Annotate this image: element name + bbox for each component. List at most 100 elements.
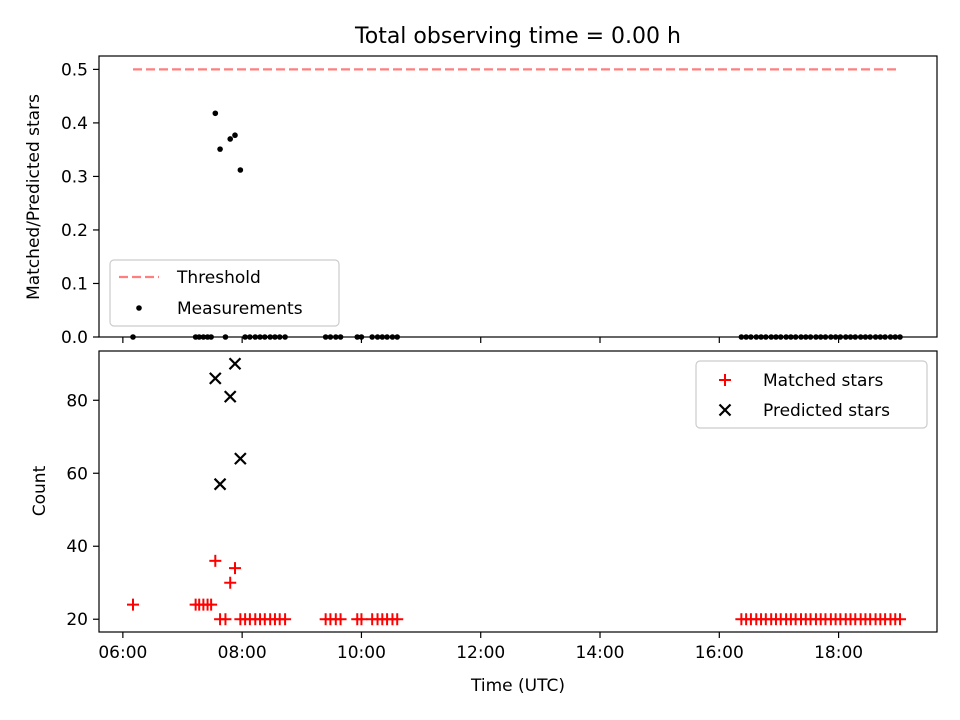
matched-star-marker — [219, 613, 232, 626]
matched-star-marker — [334, 613, 347, 626]
measurement-point — [748, 334, 754, 340]
x-tick-label: 08:00 — [218, 643, 267, 663]
measurement-point — [262, 334, 268, 340]
y-tick-label: 0.3 — [61, 167, 88, 187]
measurement-point — [887, 334, 894, 340]
legend-matched-label: Matched stars — [763, 371, 883, 391]
measurement-point — [337, 334, 344, 340]
x-tick-label: 18:00 — [814, 643, 863, 663]
measurement-point — [842, 334, 849, 340]
measurement-point — [783, 334, 789, 340]
measurement-point — [877, 334, 884, 340]
measurement-point — [217, 146, 223, 152]
measurement-point — [867, 334, 873, 340]
measurement-point — [237, 167, 244, 173]
measurement-point — [222, 334, 229, 340]
chart-title: Total observing time = 0.00 h — [354, 24, 681, 49]
measurement-point — [384, 334, 390, 340]
axes-frame — [98, 55, 938, 338]
y-tick-label: 20 — [66, 610, 88, 630]
y-tick-label: 0.0 — [61, 328, 88, 348]
bottom-legend: Matched stars Predicted stars — [695, 360, 928, 429]
measurement-point — [817, 334, 824, 340]
predicted-star-marker — [223, 390, 237, 403]
measurement-point — [892, 334, 899, 340]
measurement-point — [857, 334, 864, 340]
measurement-point — [832, 334, 839, 340]
measurement-point — [798, 334, 804, 340]
predicted-star-marker-b — [213, 477, 227, 491]
bottom-panel: 06:00 08:00 10:00 12:00 14:00 16:00 18:00 20 40 6… — [66, 350, 938, 663]
measurement-point — [212, 110, 219, 117]
measurement-point — [369, 334, 375, 340]
y-tick-label: 0.4 — [61, 114, 88, 134]
measurement-point — [332, 334, 339, 340]
legend-threshold-label: Threshold — [176, 268, 261, 288]
measurement-point — [753, 334, 760, 340]
measurement-point — [813, 334, 819, 340]
matched-star-marker — [126, 598, 139, 611]
legend-predicted-swatch-b — [718, 403, 732, 417]
measurement-point — [257, 334, 263, 340]
measurement-point — [788, 334, 794, 340]
y-tick-label: 0.1 — [61, 274, 88, 294]
top-legend: Threshold Measurements — [109, 259, 340, 327]
measurement-point — [252, 334, 259, 340]
predicted-star-marker-b — [223, 390, 237, 403]
measurement-point — [272, 334, 278, 340]
y-tick-label: 40 — [66, 537, 88, 557]
y-tick-label: 0.2 — [61, 221, 88, 241]
matched-star-marker — [279, 613, 292, 626]
matched-star-marker — [224, 576, 237, 589]
x-tick-label: 16:00 — [695, 643, 744, 663]
legend-box — [109, 259, 340, 327]
predicted-star-marker — [209, 372, 222, 385]
bottom-y-axis-label: Count — [30, 465, 50, 516]
measurement-point — [394, 334, 401, 340]
measurement-point — [130, 334, 136, 340]
measurement-point — [227, 136, 234, 142]
measurement-point — [374, 334, 381, 340]
measurement-point — [777, 334, 784, 340]
matched-star-marker — [894, 613, 907, 626]
measurement-point — [847, 334, 854, 340]
axes-frame — [98, 350, 938, 633]
measurement-point — [773, 334, 779, 340]
matched-star-marker — [205, 598, 218, 611]
measurement-point — [743, 334, 749, 340]
top-panel: 0.0 0.1 0.2 0.3 0.4 0.5 Threshold Measurements — [61, 55, 938, 348]
legend-measurements-label: Measurements — [177, 299, 303, 319]
predicted-star-marker-b — [234, 452, 247, 465]
y-tick-label: 60 — [66, 464, 88, 484]
x-tick-label: 10:00 — [337, 643, 386, 663]
measurement-point — [200, 334, 207, 340]
x-tick-label: 12:00 — [456, 643, 505, 663]
measurement-point — [768, 334, 774, 340]
measurement-point — [802, 334, 809, 340]
legend-predicted-label: Predicted stars — [763, 401, 890, 421]
measurement-point — [276, 334, 283, 340]
measurement-point — [792, 334, 799, 340]
measurement-point — [354, 334, 361, 340]
y-tick-label: 0.5 — [61, 60, 88, 80]
measurement-point — [358, 334, 365, 340]
x-axis-label: Time (UTC) — [470, 676, 565, 696]
matched-star-marker — [391, 613, 404, 626]
measurement-point — [196, 334, 203, 340]
measurement-point — [763, 334, 769, 340]
measurement-point — [758, 334, 764, 340]
measurement-point — [327, 334, 334, 340]
predicted-star-marker — [213, 477, 227, 491]
legend-box — [695, 360, 928, 429]
measurement-point — [828, 334, 834, 340]
measurement-point — [807, 334, 814, 340]
y-tick-label: 80 — [66, 391, 88, 411]
measurement-point — [389, 334, 396, 340]
measurement-point — [242, 334, 248, 340]
measurement-point — [852, 334, 859, 340]
measurement-point — [282, 334, 288, 340]
measurement-point — [267, 334, 273, 340]
measurement-point — [897, 334, 903, 340]
measurement-point — [232, 132, 238, 139]
